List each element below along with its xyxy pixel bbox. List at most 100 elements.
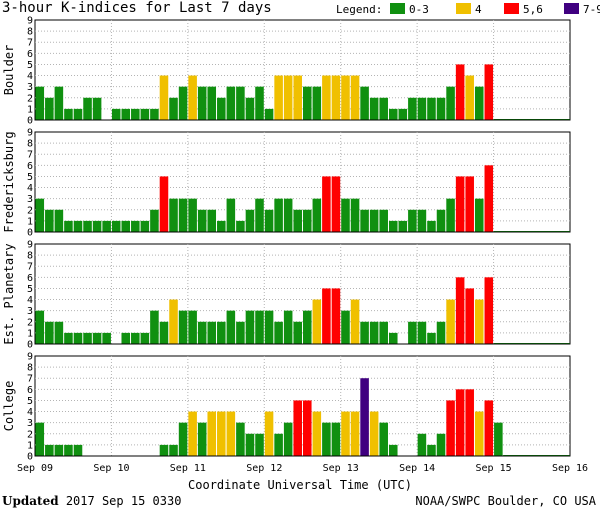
bar-fredericksburg bbox=[111, 220, 121, 232]
bar-boulder bbox=[388, 108, 398, 120]
bar-fredericksburg bbox=[131, 220, 140, 232]
bar-boulder bbox=[140, 108, 150, 120]
bar-est-planetary bbox=[73, 332, 83, 344]
bar-est-planetary bbox=[236, 321, 245, 344]
legend-label: Legend: bbox=[336, 3, 383, 16]
legend-item-5-6: 5,6 bbox=[504, 3, 543, 16]
bar-college bbox=[484, 400, 494, 456]
bar-est-planetary bbox=[465, 288, 474, 344]
bar-fredericksburg bbox=[274, 198, 283, 232]
panel-label-boulder: Boulder bbox=[2, 45, 16, 96]
bar-fredericksburg bbox=[303, 209, 312, 232]
y-tick-label: 6 bbox=[27, 273, 33, 284]
legend-swatch-0-3 bbox=[390, 3, 405, 14]
bar-college bbox=[54, 444, 64, 456]
x-axis-title: Coordinate Universal Time (UTC) bbox=[188, 478, 412, 492]
bar-fredericksburg bbox=[169, 198, 178, 232]
y-tick-label: 2 bbox=[27, 205, 33, 216]
bar-est-planetary bbox=[178, 310, 188, 344]
bar-boulder bbox=[64, 108, 73, 120]
legend-text-0-3: 0-3 bbox=[409, 3, 429, 16]
bar-est-planetary bbox=[45, 321, 54, 344]
y-tick-label: 5 bbox=[27, 60, 33, 71]
bar-fredericksburg bbox=[64, 220, 73, 232]
bar-est-planetary bbox=[131, 332, 140, 344]
bar-fredericksburg bbox=[92, 220, 102, 232]
bar-est-planetary bbox=[474, 299, 484, 344]
bar-fredericksburg bbox=[83, 220, 92, 232]
bar-est-planetary bbox=[159, 321, 169, 344]
k-index-chart: 0123456789Boulder0123456789Fredericksbur… bbox=[2, 16, 588, 475]
bar-college bbox=[465, 389, 474, 456]
bar-fredericksburg bbox=[197, 209, 207, 232]
bar-boulder bbox=[417, 97, 427, 120]
bar-boulder bbox=[455, 64, 465, 120]
bar-est-planetary bbox=[303, 310, 312, 344]
bar-fredericksburg bbox=[73, 220, 83, 232]
y-tick-label: 6 bbox=[27, 49, 33, 60]
bar-est-planetary bbox=[255, 310, 264, 344]
bar-fredericksburg bbox=[474, 198, 484, 232]
legend-item-7-9: 7-9 bbox=[564, 3, 600, 16]
bar-boulder bbox=[150, 108, 159, 120]
bar-fredericksburg bbox=[45, 209, 54, 232]
bar-college bbox=[236, 422, 245, 456]
y-tick-label: 9 bbox=[27, 240, 33, 251]
bar-boulder bbox=[226, 86, 236, 120]
bar-est-planetary bbox=[217, 321, 226, 344]
bar-college bbox=[446, 400, 455, 456]
bar-college bbox=[312, 411, 322, 456]
bar-fredericksburg bbox=[293, 209, 302, 232]
bar-est-planetary bbox=[35, 310, 45, 344]
panel-label-fredericksburg: Fredericksburg bbox=[2, 131, 16, 232]
y-tick-label: 8 bbox=[27, 251, 33, 262]
bar-boulder bbox=[92, 97, 102, 120]
bar-fredericksburg bbox=[54, 209, 64, 232]
x-tick-label: Sep 12 bbox=[246, 463, 282, 474]
bar-boulder bbox=[350, 75, 360, 120]
bar-college bbox=[226, 411, 236, 456]
bar-boulder bbox=[446, 86, 455, 120]
bar-boulder bbox=[169, 97, 178, 120]
bar-college bbox=[360, 378, 369, 456]
bar-fredericksburg bbox=[388, 220, 398, 232]
y-tick-label: 0 bbox=[27, 116, 33, 127]
bar-college bbox=[207, 411, 217, 456]
bar-boulder bbox=[236, 86, 245, 120]
bar-college bbox=[45, 444, 54, 456]
x-tick-label: Sep 15 bbox=[476, 463, 512, 474]
y-tick-label: 1 bbox=[27, 216, 33, 227]
bar-college bbox=[283, 422, 293, 456]
legend-swatch-7-9 bbox=[564, 3, 579, 14]
bar-boulder bbox=[283, 75, 293, 120]
y-tick-label: 7 bbox=[27, 374, 33, 385]
bar-fredericksburg bbox=[35, 198, 45, 232]
bar-fredericksburg bbox=[417, 209, 427, 232]
x-tick-label: Sep 09 bbox=[17, 463, 53, 474]
bar-boulder bbox=[217, 97, 226, 120]
panel-label-est-planetary: Est. Planetary bbox=[2, 243, 16, 344]
y-tick-label: 6 bbox=[27, 385, 33, 396]
bar-est-planetary bbox=[379, 321, 388, 344]
bar-fredericksburg bbox=[341, 198, 350, 232]
bar-fredericksburg bbox=[178, 198, 188, 232]
credit-text: NOAA/SWPC Boulder, CO USA bbox=[415, 494, 596, 508]
bar-boulder bbox=[131, 108, 140, 120]
bar-boulder bbox=[264, 108, 274, 120]
x-tick-label: Sep 10 bbox=[93, 463, 129, 474]
y-tick-label: 0 bbox=[27, 340, 33, 351]
bar-est-planetary bbox=[341, 310, 350, 344]
y-tick-label: 8 bbox=[27, 363, 33, 374]
bar-college bbox=[436, 433, 446, 456]
bar-college bbox=[331, 422, 341, 456]
bar-est-planetary bbox=[274, 321, 283, 344]
bar-fredericksburg bbox=[121, 220, 131, 232]
bar-college bbox=[369, 411, 379, 456]
bar-est-planetary bbox=[83, 332, 92, 344]
bar-fredericksburg bbox=[350, 198, 360, 232]
bar-college bbox=[169, 444, 178, 456]
legend-swatch-4 bbox=[456, 3, 471, 14]
bar-fredericksburg bbox=[436, 209, 446, 232]
bar-fredericksburg bbox=[207, 209, 217, 232]
bar-college bbox=[274, 433, 283, 456]
